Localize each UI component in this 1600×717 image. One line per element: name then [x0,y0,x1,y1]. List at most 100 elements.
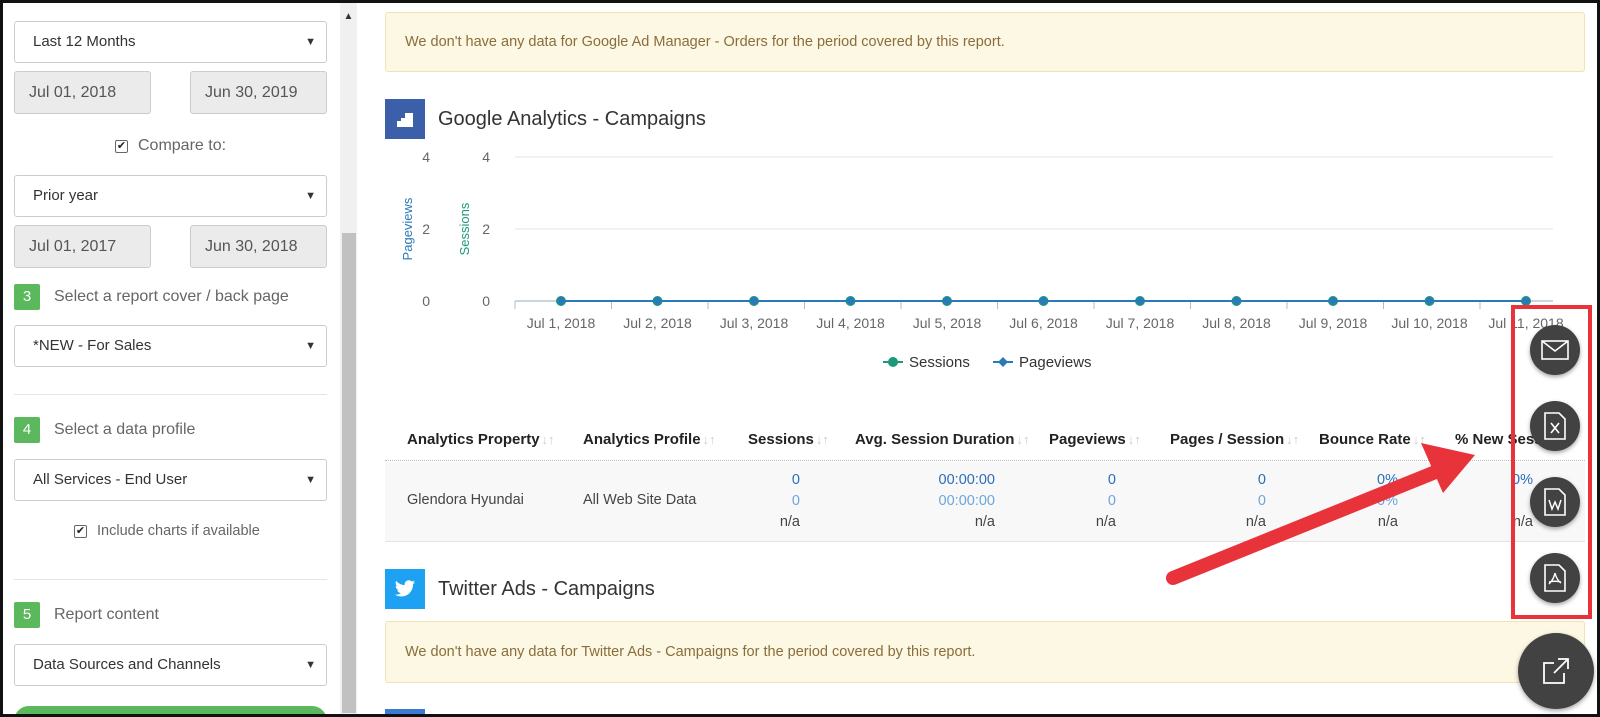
cell-bounce-current: 0% [1377,472,1398,488]
cell-property: Glendora Hyundai [407,492,524,508]
compare-start-date-field[interactable]: Jul 01, 2017 [14,225,151,268]
step-5-heading: 5 Report content [14,602,159,628]
scroll-up-arrow-icon[interactable]: ▲ [343,11,354,22]
cell-profile: All Web Site Data [583,492,697,508]
col-avg-session-duration[interactable]: Avg. Session Duration ↓↑ [855,431,1030,448]
right-axis-label: Sessions [457,202,472,255]
cell-duration-change: n/a [974,514,995,530]
cell-pageviews-current: 0 [1107,472,1116,488]
period-select[interactable]: Last 12 Months ▼ [14,21,327,63]
col-bounce-rate[interactable]: Bounce Rate ↓↑ [1319,431,1426,448]
report-options-sidebar: Last 12 Months ▼ Jul 01, 2018 Jun 30, 20… [3,3,333,714]
data-point-pageviews [1424,296,1435,306]
cell-pages-session-change: n/a [1245,514,1266,530]
col-sessions[interactable]: Sessions ↓↑ [748,431,829,448]
cell-sessions-change: n/a [779,514,800,530]
x-tick-label: Jul 3, 2018 [720,315,789,331]
col-pageviews[interactable]: Pageviews ↓↑ [1049,431,1141,448]
ga-section-header: Google Analytics - Campaigns [385,99,706,139]
data-point-pageviews [556,296,566,306]
legend-swatch-marker [998,357,1008,367]
col-analytics-property[interactable]: Analytics Property ↓↑ [407,431,555,448]
cell-pageviews-previous: 0 [1107,493,1116,509]
left-axis-label: Pageviews [400,197,415,260]
y-tick-label-left: 4 [422,149,430,165]
y-tick-label-right: 0 [482,293,490,309]
google-analytics-icon [385,99,425,139]
include-charts-row[interactable]: ✔ Include charts if available [74,523,260,539]
y-tick-label-left: 0 [422,293,430,309]
sort-icon: ↓↑ [1412,432,1426,447]
col-pages-session[interactable]: Pages / Session ↓↑ [1170,431,1300,448]
cell-bounce-previous: 0% [1377,493,1398,509]
compare-select[interactable]: Prior year ▼ [14,175,327,217]
x-tick-label: Jul 5, 2018 [913,315,982,331]
twitter-no-data-notice: We don't have any data for Twitter Ads -… [385,621,1585,683]
include-charts-checkbox[interactable]: ✔ [74,524,87,538]
export-pdf-button[interactable] [1530,553,1580,603]
export-excel-button[interactable] [1530,401,1580,451]
generate-report-button[interactable] [14,706,327,714]
legend-label: Pageviews [1019,354,1092,371]
cell-pages-session-previous: 0 [1257,493,1266,509]
chevron-down-icon: ▼ [305,659,316,671]
export-icon [1543,658,1569,684]
scrollbar-thumb[interactable] [342,233,356,713]
end-date-field[interactable]: Jun 30, 2019 [190,71,327,114]
cell-sessions-current: 0 [791,472,800,488]
twitter-icon [385,569,425,609]
x-tick-label: Jul 8, 2018 [1202,315,1271,331]
period-select-value: Last 12 Months [33,33,136,50]
email-report-button[interactable] [1530,325,1580,375]
gam-no-data-notice: We don't have any data for Google Ad Man… [385,12,1585,72]
data-point-pageviews [1521,296,1531,306]
compare-end-date-field[interactable]: Jun 30, 2018 [190,225,327,268]
twitter-section-title: Twitter Ads - Campaigns [438,577,655,600]
ga-campaigns-chart: 0 0 2 2 4 4 Pageviews Sessions Jul 1, 2018 Jul 2,… [385,143,1585,393]
pdf-icon [1544,564,1566,592]
x-tick-label: Jul 6, 2018 [1009,315,1078,331]
start-date-field[interactable]: Jul 01, 2018 [14,71,151,114]
sort-icon: ↓↑ [1016,432,1030,447]
section-divider [14,394,327,395]
compare-checkbox-row[interactable]: ✔ Compare to: [115,137,226,155]
report-content-select[interactable]: Data Sources and Channels ▼ [14,644,327,686]
data-point-pageviews [1328,296,1338,306]
col-analytics-profile[interactable]: Analytics Profile ↓↑ [583,431,716,448]
export-toggle-button[interactable] [1518,633,1594,709]
ga-table-header: Analytics Property ↓↑ Analytics Profile ↓↑… [385,423,1585,461]
data-point-pageviews [1135,296,1145,306]
cell-sessions-previous: 0 [791,493,800,509]
sort-icon: ↓↑ [702,432,716,447]
chevron-down-icon: ▼ [305,340,316,352]
cover-page-select[interactable]: *NEW - For Sales ▼ [14,325,327,367]
step-4-heading: 4 Select a data profile [14,417,195,443]
step-number-badge: 5 [14,602,40,628]
x-tick-label: Jul 10, 2018 [1391,315,1467,331]
compare-label: Compare to: [138,137,227,154]
col-new-sessions[interactable]: % New Sess [1455,431,1543,448]
x-tick-label: Jul 9, 2018 [1299,315,1368,331]
export-word-button[interactable] [1530,477,1580,527]
x-tick-label: Jul 4, 2018 [816,315,885,331]
y-tick-label-right: 2 [482,221,490,237]
chevron-down-icon: ▼ [305,190,316,202]
x-tick-label: Jul 1, 2018 [527,315,596,331]
compare-checkbox[interactable]: ✔ [115,139,128,153]
step-3-label: Select a report cover / back page [54,288,289,305]
data-profile-select[interactable]: All Services - End User ▼ [14,459,327,501]
compare-select-value: Prior year [33,187,99,204]
step-number-badge: 3 [14,284,40,310]
twitter-section-header: Twitter Ads - Campaigns [385,569,655,609]
cell-new-sess-current: 0% [1512,472,1533,488]
cell-new-sess-change: n/a [1512,514,1533,530]
step-5-label: Report content [54,606,159,623]
cover-page-select-value: *NEW - For Sales [33,337,152,354]
cell-duration-previous: 00:00:00 [938,493,995,509]
email-icon [1541,340,1569,360]
cell-pageviews-change: n/a [1095,514,1116,530]
data-profile-select-value: All Services - End User [33,471,188,488]
sort-icon: ↓↑ [815,432,829,447]
data-point-pageviews [1231,296,1242,306]
